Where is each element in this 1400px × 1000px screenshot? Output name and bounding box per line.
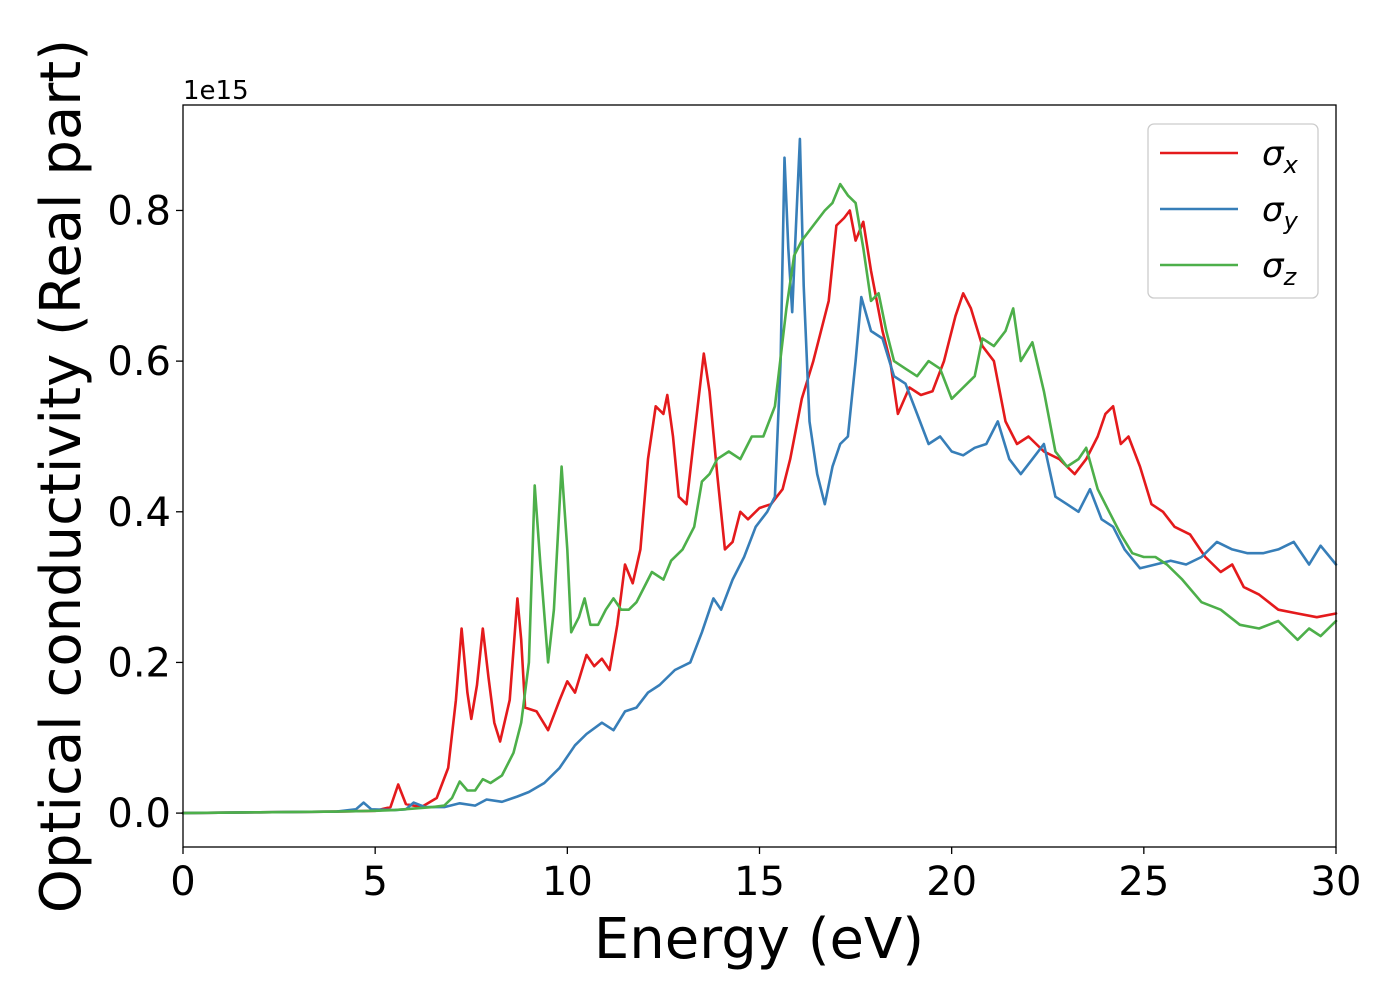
y-tick-label: 0.0 xyxy=(107,791,171,837)
y-tick-label: 0.6 xyxy=(107,339,171,385)
legend-frame xyxy=(1147,123,1319,299)
y-tick-label: 0.8 xyxy=(107,188,171,234)
y-axis-ticks: 0.0 0.2 0.4 0.6 0.8 xyxy=(107,188,183,837)
x-tick-label: 20 xyxy=(926,859,977,905)
series-line-z xyxy=(181,182,1338,815)
x-tick-label: 5 xyxy=(362,859,387,905)
series-layer xyxy=(181,137,1338,815)
y-tick-label: 0.4 xyxy=(107,490,171,536)
y-axis-label: Optical conductivity (Real part) xyxy=(29,39,94,913)
series-line-y xyxy=(181,137,1338,815)
x-tick-label: 25 xyxy=(1118,859,1169,905)
x-axis-label: Energy (eV) xyxy=(594,907,924,972)
y-tick-label: 0.2 xyxy=(107,640,171,686)
y-offset-text: 1e15 xyxy=(183,76,249,106)
x-axis-ticks: 0 5 10 15 20 25 30 xyxy=(170,847,1361,905)
x-tick-label: 0 xyxy=(170,859,195,905)
x-tick-label: 15 xyxy=(734,859,785,905)
x-tick-label: 10 xyxy=(542,859,593,905)
series-line-x xyxy=(181,209,1338,815)
x-tick-label: 30 xyxy=(1311,859,1362,905)
